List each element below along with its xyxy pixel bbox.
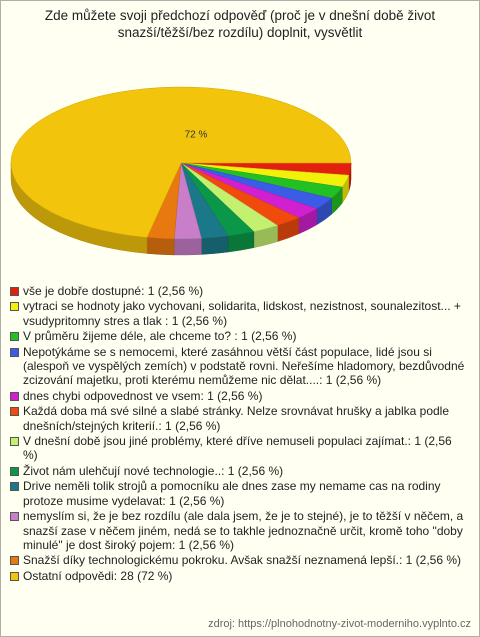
source: zdroj: https://plnohodnotny-zivot-modern…: [208, 618, 471, 630]
legend-item: vše je dobře dostupné: 1 (2,56 %): [9, 284, 469, 298]
legend-label: Snažší díky technologickému pokroku. Avš…: [23, 553, 462, 568]
legend-label: nemyslím si, že je bez rozdílu (ale dala…: [23, 509, 464, 552]
legend-swatch: [10, 466, 19, 476]
legend-swatch: [10, 556, 19, 566]
legend-item: Nepotýkáme se s nemocemi, které zasáhnou…: [9, 345, 469, 388]
legend-label: Drive neměli tolik strojů a pomocníku al…: [23, 479, 441, 508]
chart-title: Zde můžete svoji předchozí odpověď (proč…: [44, 8, 436, 40]
legend-item: Snažší díky technologickému pokroku. Avš…: [9, 553, 469, 567]
legend-label: Život nám ulehčují nové technologie..: 1…: [23, 463, 284, 478]
legend-swatch: [10, 391, 19, 401]
slice-side: [201, 235, 229, 255]
legend-swatch: [10, 571, 19, 581]
legend-item: vytraci se hodnoty jako vychovani, solid…: [9, 299, 469, 328]
legend-item: V průměru žijeme déle, ale chceme to? : …: [9, 329, 469, 343]
legend: vše je dobře dostupné: 1 (2,56 %) vytraci…: [9, 284, 469, 584]
slice-side: [146, 237, 175, 256]
legend-label: V dnešní době jsou jiné problémy, které …: [23, 434, 452, 463]
legend-item: dnes chybi odpovednost ve vsem: 1 (2,56 …: [9, 389, 469, 403]
legend-swatch: [10, 287, 19, 296]
legend-item: Ostatní odpovědi: 28 (72 %): [9, 569, 469, 583]
legend-item: nemyslím si, že je bez rozdílu (ale dala…: [9, 509, 469, 552]
legend-label: Každá doba má své silné a slabé stránky.…: [23, 404, 450, 433]
legend-item: V dnešní době jsou jiné problémy, které …: [9, 434, 469, 463]
legend-swatch: [10, 347, 19, 357]
slice-side: [173, 238, 202, 256]
legend-swatch: [10, 512, 19, 522]
legend-item: Každá doba má své silné a slabé stránky.…: [9, 404, 469, 433]
legend-label: Nepotýkáme se s nemocemi, které zasáhnou…: [23, 344, 465, 388]
legend-label: vytraci se hodnoty jako vychovani, solid…: [23, 299, 461, 328]
legend-label: dnes chybi odpovednost ve vsem: 1 (2,56 …: [23, 388, 263, 403]
legend-swatch: [10, 407, 19, 417]
pie-slice: [10, 86, 352, 238]
pie-chart: 72 %: [10, 86, 352, 256]
slice-label: 72 %: [185, 130, 208, 141]
legend-swatch: [10, 302, 19, 312]
legend-swatch: [10, 437, 19, 447]
legend-label: Ostatní odpovědi: 28 (72 %): [23, 568, 173, 583]
legend-item: Drive neměli tolik strojů a pomocníku al…: [9, 479, 469, 508]
legend-swatch: [10, 482, 19, 492]
legend-swatch: [10, 332, 19, 342]
legend-item: Život nám ulehčují nové technologie..: 1…: [9, 464, 469, 478]
legend-label: V průměru žijeme déle, ale chceme to? : …: [23, 329, 297, 344]
legend-label: vše je dobře dostupné: 1 (2,56 %): [23, 284, 204, 298]
